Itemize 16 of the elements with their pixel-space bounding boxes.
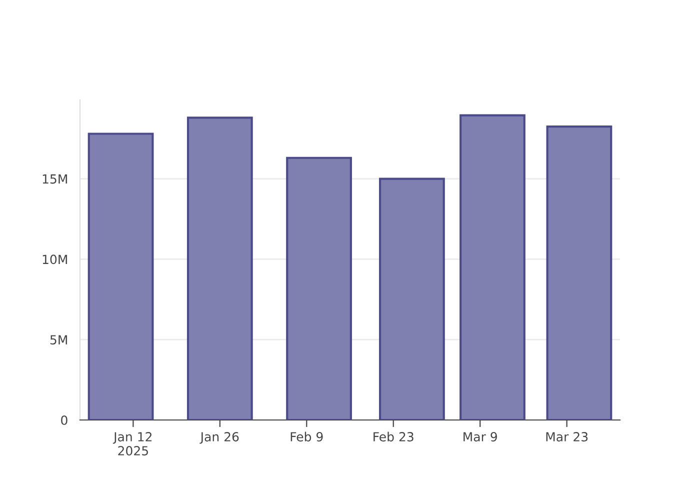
x-tick-label: Jan 26: [200, 432, 239, 444]
y-tick-label: 15M: [42, 174, 67, 184]
bar: [379, 178, 445, 420]
x-tick-label: Mar 23: [546, 432, 588, 442]
x-tick-label: Feb 23: [374, 432, 414, 442]
x-tick-label: Mar 9: [464, 432, 497, 442]
x-tick-label: Feb 9: [290, 432, 323, 442]
bar: [460, 114, 526, 420]
bar: [546, 125, 612, 420]
y-tick-label: 10M: [42, 254, 67, 264]
x-tick-label: Jan 12 2025: [112, 432, 152, 456]
bar: [186, 116, 253, 420]
bar: [88, 132, 154, 420]
y-tick-label: 5M: [50, 335, 67, 345]
y-tick-label: 0: [61, 415, 68, 425]
bar: [286, 156, 352, 420]
